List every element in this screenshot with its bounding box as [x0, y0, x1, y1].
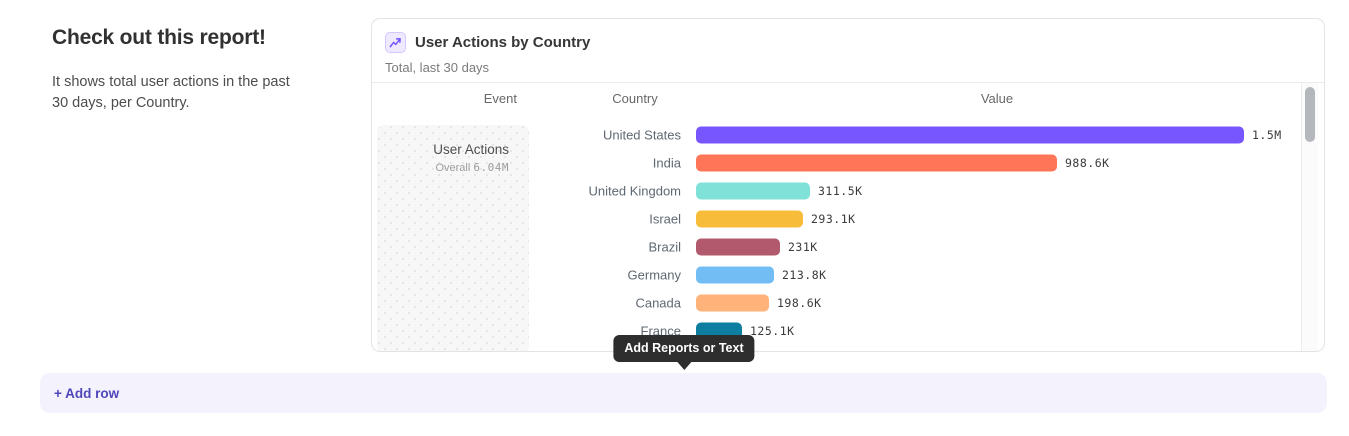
add-reports-tooltip: Add Reports or Text	[613, 335, 755, 370]
value-label: 293.1K	[811, 212, 856, 226]
column-header-value: Value	[980, 91, 1014, 106]
value-label: 198.6K	[777, 296, 822, 310]
table-row: Canada 198.6K	[372, 289, 1324, 317]
country-label: United States	[602, 127, 681, 143]
country-label: Germany	[627, 267, 681, 283]
value-bar[interactable]	[696, 154, 1057, 172]
value-label: 311.5K	[818, 184, 863, 198]
value-bar[interactable]	[696, 266, 774, 284]
country-label: France	[640, 323, 681, 339]
card-title: User Actions by Country	[415, 34, 591, 51]
value-label: 125.1K	[750, 324, 795, 338]
card-subtitle: Total, last 30 days	[385, 60, 490, 75]
scrollbar-thumb[interactable]	[1305, 87, 1315, 142]
card-scrollbar[interactable]	[1301, 83, 1318, 351]
country-label: Brazil	[648, 239, 681, 255]
add-row-label: + Add row	[54, 385, 120, 401]
intro-description: It shows total user actions in the past …	[52, 74, 290, 111]
table-row: India 988.6K	[372, 149, 1324, 177]
value-bar[interactable]	[696, 294, 769, 312]
intro-block: Check out this report! It shows total us…	[52, 26, 302, 114]
country-label: India	[652, 155, 681, 171]
tooltip-label: Add Reports or Text	[624, 341, 744, 355]
tooltip-arrow	[676, 362, 691, 370]
value-label: 231K	[788, 240, 818, 254]
table-row: United Kingdom 311.5K	[372, 177, 1324, 205]
add-row-button[interactable]: + Add row	[40, 373, 1327, 413]
column-header-country: Country	[612, 91, 658, 106]
value-label: 988.6K	[1065, 156, 1110, 170]
event-cell[interactable]: User Actions Overall 6.04M	[377, 125, 529, 351]
value-bar[interactable]	[696, 238, 780, 256]
table-row: Brazil 231K	[372, 233, 1324, 261]
value-bar[interactable]	[696, 126, 1244, 144]
value-label: 213.8K	[782, 268, 827, 282]
table-row: United States 1.5M	[372, 121, 1324, 149]
table-row: France 125.1K	[372, 317, 1324, 345]
report-table: Event Country Value User Actions Overall…	[372, 83, 1324, 351]
country-label: United Kingdom	[588, 183, 682, 199]
value-label: 1.5M	[1252, 128, 1282, 142]
page-title: Check out this report!	[52, 26, 266, 49]
country-label: Israel	[649, 211, 681, 227]
report-card-header: User Actions by Country Total, last 30 d…	[372, 19, 1324, 83]
insights-chart-icon	[385, 32, 406, 53]
country-label: Canada	[635, 295, 681, 311]
event-overall: Overall 6.04M	[377, 161, 509, 174]
table-row: Israel 293.1K	[372, 205, 1324, 233]
report-card[interactable]: User Actions by Country Total, last 30 d…	[371, 18, 1325, 352]
value-bar[interactable]	[696, 210, 803, 228]
overall-label: Overall	[435, 162, 471, 174]
bar-rows: United States 1.5M India 988.6K United Kingd…	[372, 83, 1324, 351]
column-header-event: Event	[483, 91, 517, 106]
overall-value: 6.04M	[473, 161, 509, 174]
event-name: User Actions	[433, 142, 509, 157]
value-bar[interactable]	[696, 182, 810, 200]
table-row: Germany 213.8K	[372, 261, 1324, 289]
